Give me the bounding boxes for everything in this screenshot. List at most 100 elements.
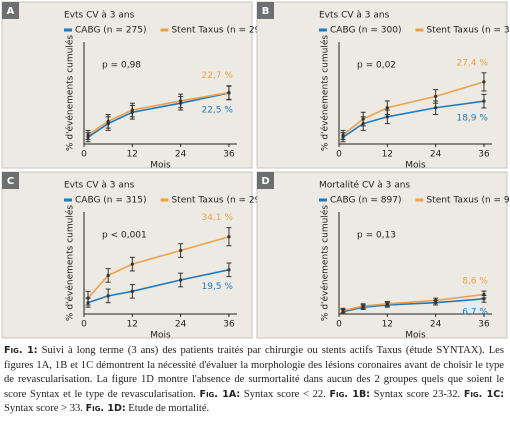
point [227, 235, 231, 239]
legend-label: CABG (n = 315) [75, 196, 146, 206]
y-axis-label: % d'événements cumulés [65, 205, 76, 321]
x-tick-label: 36 [223, 150, 235, 160]
caption-text: Etude de mortalité. [125, 403, 210, 414]
panel-badge [257, 172, 274, 189]
caption: Fig. 1: Suivi à long terme (3 ans) des p… [4, 344, 504, 417]
caption-label: Fig. 1: [4, 345, 38, 356]
value-label: 22,7 % [201, 71, 233, 81]
y-axis-label: % d'événements cumulés [320, 35, 331, 151]
x-tick-label: 12 [382, 320, 393, 330]
point [179, 248, 183, 253]
x-tick-label: 24 [430, 150, 442, 160]
value-label: 18,9 % [456, 113, 488, 123]
point [482, 80, 486, 84]
point [227, 268, 231, 272]
point [86, 133, 90, 137]
point [86, 296, 90, 300]
x-tick-label: 0 [81, 150, 87, 160]
panel-bg [1, 1, 253, 169]
caption-text: Syntax score 23-32. [369, 388, 464, 400]
value-label: 34,1 % [201, 213, 233, 223]
value-label: 22,5 % [201, 105, 233, 115]
point [130, 262, 134, 266]
panel-badge [257, 2, 274, 19]
legend-label: Stent Taxus (n = 310) [426, 26, 510, 36]
panel-bg [256, 171, 508, 339]
x-tick-label: 12 [127, 150, 138, 160]
value-label: 19,5 % [201, 282, 233, 292]
point [482, 99, 486, 103]
point [482, 292, 486, 297]
x-tick-label: 24 [430, 320, 442, 330]
caption-label: Fig. 1D: [85, 403, 126, 414]
point [361, 117, 365, 121]
point [434, 94, 438, 98]
point [106, 119, 110, 123]
panel-letter: B [262, 6, 270, 17]
x-tick-label: 12 [382, 150, 393, 160]
legend-label: CABG (n = 300) [330, 26, 401, 36]
caption-label: Fig. 1A: [199, 388, 241, 400]
annotation: p = 0,13 [357, 231, 396, 241]
caption-label: Fig. 1C: [463, 388, 504, 400]
annotation: p < 0,001 [102, 231, 147, 241]
annotation: p = 0,02 [357, 61, 396, 71]
x-tick-label: 0 [336, 150, 342, 160]
x-tick-label: 0 [336, 320, 342, 330]
point [106, 273, 110, 278]
point [385, 115, 389, 119]
caption-text: Syntax score > 33. [4, 403, 86, 414]
point [179, 278, 183, 282]
value-label: 27,4 % [456, 58, 488, 68]
annotation: p = 0,98 [102, 61, 141, 71]
x-axis-label: Mois [150, 331, 171, 341]
panel-bg [256, 1, 508, 169]
legend-label: CABG (n = 275) [75, 26, 146, 36]
x-tick-label: 0 [81, 320, 87, 330]
y-axis-label: % d'événements cumulés [65, 35, 76, 151]
point [227, 90, 231, 95]
x-tick-label: 36 [223, 320, 235, 330]
caption-text: Syntax score < 22. [240, 388, 330, 400]
point [341, 133, 345, 137]
chart-title: Evts CV à 3 ans [64, 11, 135, 21]
chart-title: Evts CV à 3 ans [319, 11, 390, 21]
panel-letter: A [7, 6, 15, 17]
panel-badge [2, 172, 19, 189]
panel-letter: C [7, 176, 14, 187]
legend-label: Stent Taxus (n = 299) [171, 26, 269, 36]
legend-label: Stent Taxus (n = 290) [171, 196, 269, 206]
point [106, 294, 110, 298]
chart-title: Evts CV à 3 ans [64, 181, 135, 191]
legend-label: CABG (n = 897) [330, 196, 401, 206]
figure: A Evts CV à 3 ans CABG (n = 275) Stent Taxu… [1, 1, 510, 341]
x-tick-label: 12 [127, 320, 138, 330]
x-axis-label: Mois [405, 331, 426, 341]
x-tick-label: 24 [175, 320, 187, 330]
y-axis-label: % d'événements cumulés [320, 205, 331, 321]
legend-label: Stent Taxus (n = 903) [426, 196, 510, 206]
x-axis-label: Mois [405, 161, 426, 171]
point [130, 108, 134, 112]
point [385, 106, 389, 110]
caption-text: Suivi à long terme (3 ans) des patients … [4, 345, 504, 400]
value-label: 6,7 % [462, 308, 488, 318]
panel-bg [1, 171, 253, 339]
point [361, 304, 365, 308]
chart-title: Mortalité CV à 3 ans [319, 180, 410, 191]
x-tick-label: 36 [478, 320, 490, 330]
point [434, 298, 438, 302]
value-label: 8,6 % [462, 277, 488, 287]
point [385, 302, 389, 306]
x-axis-label: Mois [150, 161, 171, 171]
x-tick-label: 24 [175, 150, 187, 160]
panel-letter: D [261, 176, 269, 187]
point [179, 99, 183, 103]
point [341, 309, 345, 313]
caption-label: Fig. 1B: [329, 388, 370, 400]
point [130, 289, 134, 293]
point [434, 106, 438, 110]
x-tick-label: 36 [478, 150, 490, 160]
panel-badge [2, 2, 19, 19]
